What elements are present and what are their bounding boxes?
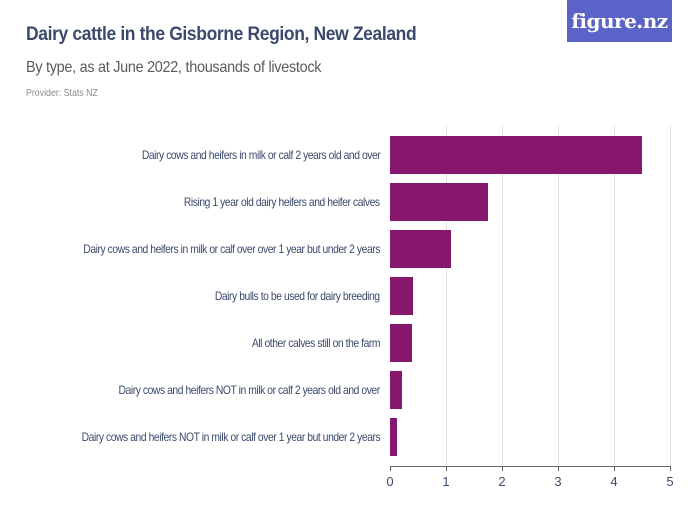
category-label: Dairy cows and heifers NOT in milk or ca… [81, 430, 380, 444]
bar[interactable] [390, 230, 451, 268]
x-axis-tick [390, 466, 391, 471]
x-axis-tick-label: 4 [610, 474, 618, 489]
x-axis-line [390, 466, 670, 467]
x-axis-tick-label: 2 [498, 474, 506, 489]
provider-label: Provider: Stats NZ [26, 88, 98, 99]
gridline [614, 125, 615, 467]
bar[interactable] [390, 418, 397, 456]
category-label: Dairy cows and heifers in milk or calf 2… [141, 148, 381, 162]
category-label: Dairy cows and heifers in milk or calf o… [83, 242, 380, 256]
x-axis-tick [502, 466, 503, 471]
gridline [670, 125, 671, 467]
category-label: All other calves still on the farm [251, 336, 381, 350]
x-axis-tick [446, 466, 447, 471]
x-axis-tick-label: 0 [386, 474, 394, 489]
x-axis-tick-label: 5 [666, 474, 674, 489]
bar[interactable] [390, 183, 488, 221]
category-label: Dairy bulls to be used for dairy breedin… [215, 289, 380, 303]
x-axis-tick-label: 1 [442, 474, 450, 489]
category-label: Dairy cows and heifers NOT in milk or ca… [118, 383, 381, 397]
x-axis-tick [558, 466, 559, 471]
bar[interactable] [390, 371, 402, 409]
chart-subtitle: By type, as at June 2022, thousands of l… [26, 59, 322, 76]
logo-text: figure.nz [571, 9, 668, 33]
x-axis-tick [614, 466, 615, 471]
chart-title: Dairy cattle in the Gisborne Region, New… [26, 24, 417, 45]
bar[interactable] [390, 324, 412, 362]
bar[interactable] [390, 277, 414, 315]
bar[interactable] [390, 136, 643, 174]
x-axis-tick-label: 3 [554, 474, 562, 489]
category-label: Rising 1 year old dairy heifers and heif… [184, 195, 380, 209]
x-axis-tick [670, 466, 671, 471]
gridline [558, 125, 559, 467]
gridline [446, 125, 447, 467]
figure-nz-logo[interactable]: figure.nz [567, 0, 672, 42]
gridline [502, 125, 503, 467]
